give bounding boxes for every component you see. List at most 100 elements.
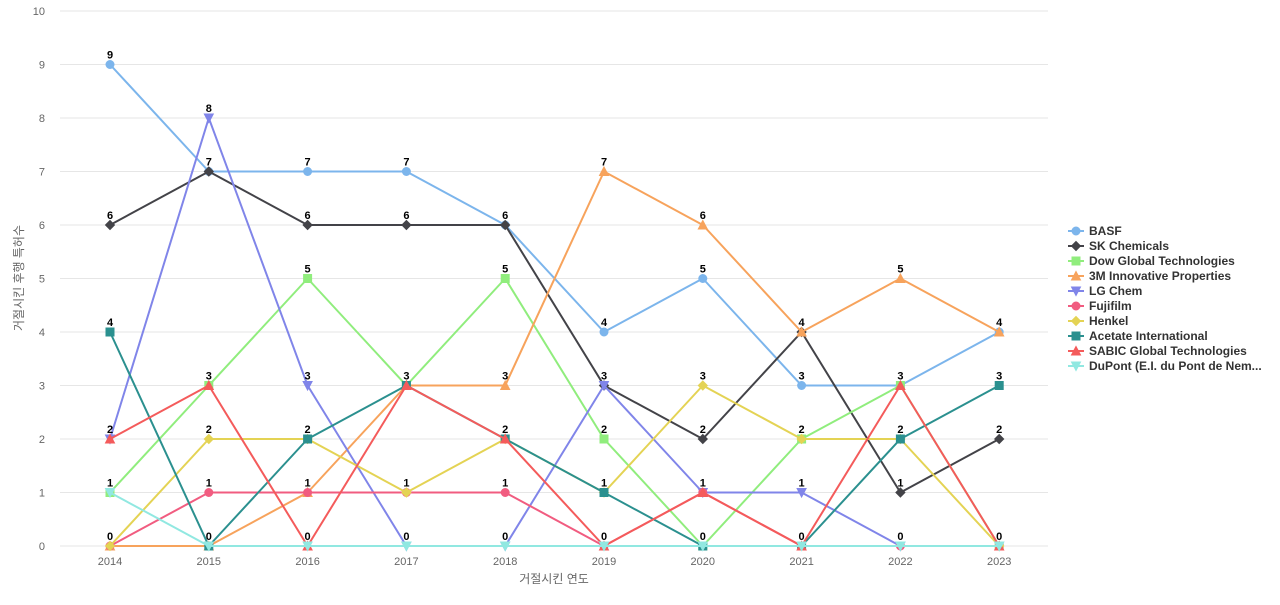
data-point: [994, 381, 1004, 390]
y-tick-label: 9: [39, 60, 45, 72]
data-point: [697, 541, 709, 552]
data-point: [499, 541, 511, 552]
data-point: [697, 486, 709, 497]
data-point: [599, 488, 609, 497]
data-label: 1: [305, 478, 311, 490]
data-point: [401, 487, 412, 498]
data-point: [598, 381, 610, 392]
data-point: [302, 381, 313, 392]
data-label: 1: [799, 478, 805, 490]
data-label: 6: [107, 210, 113, 222]
data-point: [500, 488, 510, 497]
data-label: 0: [206, 531, 212, 543]
x-tick-label: 2014: [98, 556, 122, 568]
legend-marker: [1070, 240, 1082, 252]
data-label: 4: [107, 317, 114, 329]
data-point: [303, 167, 313, 176]
data-point: [796, 488, 807, 499]
data-label: 1: [601, 478, 607, 490]
data-label: 1: [502, 478, 508, 490]
data-point: [993, 326, 1005, 337]
legend-marker: [1070, 361, 1082, 372]
y-tick-label: 1: [39, 488, 45, 500]
data-point: [598, 165, 610, 176]
data-label: 1: [700, 478, 706, 490]
data-point: [895, 272, 906, 283]
data-point: [303, 488, 313, 497]
legend-item[interactable]: LG Chem: [1068, 284, 1142, 298]
data-label: 3: [206, 371, 212, 383]
data-point: [203, 541, 215, 552]
data-label: 2: [107, 424, 113, 436]
data-label: 1: [403, 478, 409, 490]
data-label: 9: [107, 50, 113, 62]
y-tick-label: 2: [39, 434, 45, 446]
data-label: 3: [996, 371, 1002, 383]
x-tick-label: 2016: [295, 556, 319, 568]
data-point: [104, 540, 116, 552]
data-label: 0: [996, 531, 1002, 543]
legend-item[interactable]: SABIC Global Technologies: [1068, 344, 1247, 358]
data-point: [797, 381, 807, 390]
x-tick-label: 2023: [987, 556, 1011, 568]
series-2: [105, 274, 1004, 551]
series-line: [109, 491, 1000, 547]
data-point: [895, 379, 906, 390]
legend-item[interactable]: 3M Innovative Properties: [1068, 269, 1231, 283]
data-point: [598, 541, 610, 552]
y-tick-label: 10: [33, 6, 45, 18]
legend-marker: [1071, 256, 1081, 266]
data-point: [599, 327, 609, 337]
data-point: [599, 434, 609, 444]
legend-item[interactable]: BASF: [1068, 224, 1122, 238]
series-line: [110, 170, 1000, 547]
legend-item[interactable]: Henkel: [1068, 314, 1128, 328]
data-label: 0: [305, 531, 311, 543]
series-5: [105, 488, 1004, 551]
data-label: 2: [996, 424, 1002, 436]
data-point: [203, 433, 215, 445]
data-point: [697, 380, 709, 391]
y-tick-label: 5: [39, 274, 45, 286]
y-tick-label: 7: [39, 167, 45, 179]
data-point: [698, 274, 708, 283]
data-point: [104, 433, 116, 444]
data-label: 2: [305, 424, 311, 436]
data-point: [499, 379, 511, 390]
data-label: 6: [700, 210, 706, 222]
y-axis-title: 거절시킨 후행 특허수: [11, 225, 26, 331]
data-point: [697, 433, 709, 445]
legend-item[interactable]: Acetate International: [1068, 329, 1208, 343]
legend-item[interactable]: SK Chemicals: [1068, 239, 1169, 253]
data-label: 7: [403, 157, 409, 169]
data-label: 2: [700, 424, 706, 436]
data-label: 0: [107, 531, 113, 543]
data-point: [104, 219, 116, 231]
data-point: [204, 488, 214, 497]
data-point: [401, 167, 411, 176]
legend-label: Acetate International: [1089, 329, 1208, 343]
legend-item[interactable]: DuPont (E.I. du Pont de Nem...: [1068, 359, 1262, 373]
data-label: 0: [700, 531, 706, 543]
y-tick-label: 0: [39, 541, 45, 553]
data-label: 3: [502, 371, 508, 383]
data-label: 4: [799, 317, 806, 329]
y-tick-label: 8: [39, 113, 45, 125]
legend-marker: [1071, 331, 1081, 341]
x-tick-label: 2018: [493, 556, 517, 568]
legend-marker: [1070, 286, 1082, 297]
data-point: [895, 541, 906, 552]
data-point: [697, 219, 709, 230]
data-label: 0: [403, 531, 409, 543]
legend-label: DuPont (E.I. du Pont de Nem...: [1089, 359, 1262, 373]
data-point: [303, 274, 313, 283]
data-point: [796, 433, 807, 445]
data-point: [993, 433, 1005, 445]
legend-item[interactable]: Dow Global Technologies: [1068, 254, 1235, 268]
data-point: [895, 434, 905, 444]
legend-item[interactable]: Fujifilm: [1068, 299, 1132, 313]
data-label: 0: [897, 531, 903, 543]
data-label: 5: [305, 264, 311, 276]
